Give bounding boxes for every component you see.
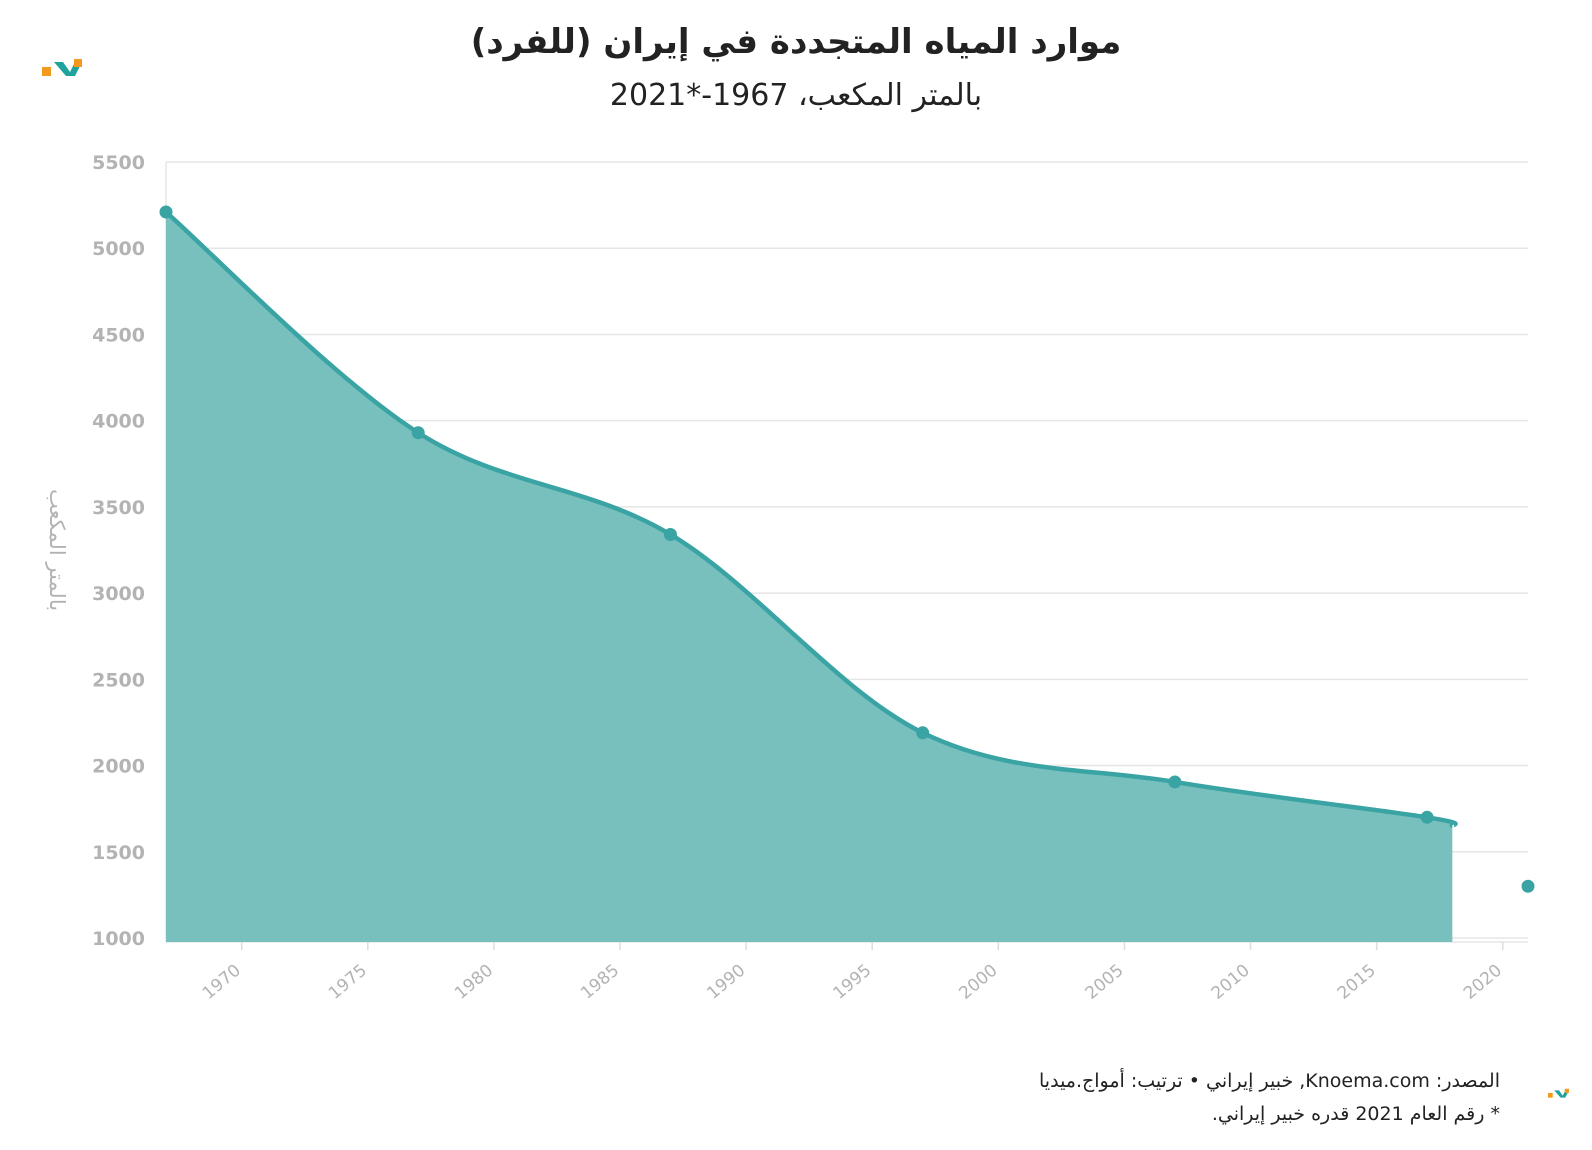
x-tick-label: 1980 <box>451 961 497 1004</box>
y-tick-label: 2500 <box>92 669 145 691</box>
footer-source: خبير إيراني • ترتيب: أمواج.ميديا ,Knoema… <box>1039 1070 1500 1092</box>
x-tick-label: 2015 <box>1334 961 1380 1004</box>
data-points <box>159 205 1535 893</box>
chart-title: موارد المياه المتجددة في إيران (للفرد) <box>470 22 1122 62</box>
y-tick-label: 1500 <box>92 842 145 864</box>
footer-note: .رقم العام 2021 قدره خبير إيراني * <box>1211 1103 1500 1125</box>
data-point[interactable] <box>916 726 930 740</box>
x-tick-label: 2000 <box>956 961 1002 1004</box>
data-point[interactable] <box>1420 810 1434 824</box>
y-tick-label: 4000 <box>92 411 145 433</box>
x-tick-label: 2010 <box>1208 961 1254 1004</box>
y-tick-label: 5500 <box>92 152 145 174</box>
x-tick-label: 1970 <box>199 961 245 1004</box>
data-point[interactable] <box>663 527 677 541</box>
x-tick-label: 2005 <box>1082 961 1128 1004</box>
x-tick-label: 1990 <box>703 961 749 1004</box>
y-axis-label: بالمتر المكعب <box>45 489 69 611</box>
data-point[interactable] <box>1168 775 1182 789</box>
x-tick-label: 1985 <box>577 961 623 1004</box>
y-tick-label: 1000 <box>92 928 145 950</box>
x-tick-label: 2020 <box>1460 961 1506 1004</box>
y-tick-label: 2000 <box>92 756 145 778</box>
area-fill <box>166 212 1456 942</box>
area-layer <box>164 210 1458 942</box>
chart-subtitle: بالمتر المكعب، 1967-*2021 <box>609 78 983 113</box>
y-tick-label: 3000 <box>92 583 145 605</box>
x-axis: 1970 1975 1980 1985 1990 1995 2000 2005 2010 2015… <box>199 942 1506 1004</box>
x-tick-label: 1995 <box>829 961 875 1004</box>
y-tick-label: 5000 <box>92 238 145 260</box>
brand-logo-small-icon <box>1548 1088 1569 1098</box>
x-tick-label: 1975 <box>325 961 371 1004</box>
data-point[interactable] <box>159 205 173 219</box>
data-point-estimate[interactable] <box>1521 879 1535 893</box>
y-tick-label: 3500 <box>92 497 145 519</box>
y-axis: 1000 1500 2000 2500 3000 3500 4000 4500 5000 5500 <box>92 152 145 950</box>
y-tick-label: 4500 <box>92 324 145 346</box>
brand-logo-icon <box>42 59 82 76</box>
series-line <box>164 210 1458 829</box>
data-point[interactable] <box>411 426 425 440</box>
